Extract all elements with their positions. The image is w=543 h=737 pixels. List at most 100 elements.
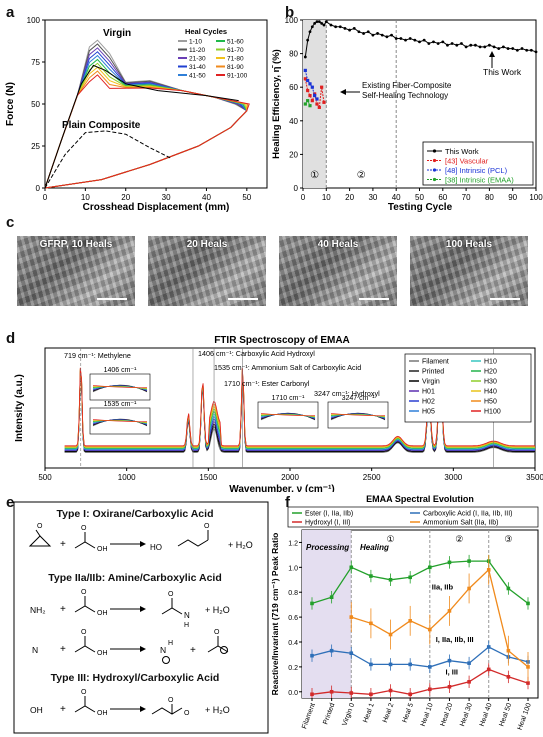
legend-label-3: [38] Intrinsic (EMAA) bbox=[445, 176, 514, 185]
evolution-point bbox=[349, 691, 354, 695]
point-this-work bbox=[315, 20, 319, 24]
evolution-point bbox=[506, 675, 511, 679]
xtick-label-f: Heal 10 bbox=[420, 702, 435, 727]
oh-group-3: OH bbox=[97, 650, 108, 657]
legend-label-H100: H100 bbox=[484, 409, 501, 416]
ytick-label-b: 100 bbox=[285, 16, 299, 25]
sem-caption-40: 40 Heals bbox=[317, 239, 359, 250]
legend-label-41-50: 41-50 bbox=[189, 73, 206, 80]
product-1-chain bbox=[177, 539, 209, 547]
ftir-annotation-2: 1535 cm⁻¹: Ammonium Salt of Carboxylic A… bbox=[214, 363, 361, 372]
legend-marker-3 bbox=[432, 177, 437, 182]
healing-efficiency-chart: 0 20 40 60 80 100 0 10 20 30 40 50 60 70 80 90 100 Heal… bbox=[271, 16, 543, 212]
ftir-annotation-0: 719 cm⁻¹: Methylene bbox=[64, 351, 131, 360]
legend-label-2: [48] Intrinsic (PCL) bbox=[445, 166, 508, 175]
efficiency-legend: This Work[43] Vascular[48] Intrinsic (PC… bbox=[427, 147, 514, 185]
legend-label-H30: H30 bbox=[484, 379, 497, 386]
point-this-work bbox=[478, 45, 482, 49]
ftir-spectra-chart: FTIR Spectroscopy of EMAA 1406 cm⁻¹ 1535 … bbox=[14, 335, 543, 492]
h-atom-1: H bbox=[184, 622, 189, 629]
reaction-type-1-title: Type I: Oxirane/Carboxylic Acid bbox=[56, 508, 214, 520]
o-atom-4: O bbox=[81, 589, 87, 596]
annotation-this-work: This Work bbox=[483, 67, 522, 77]
point-this-work bbox=[317, 20, 321, 24]
evolution-point bbox=[506, 586, 511, 591]
evolution-point bbox=[428, 565, 432, 570]
xtick-label-f: Heal 1 bbox=[362, 702, 376, 724]
spectrum-H100 bbox=[64, 367, 535, 447]
ftir-annotation-4: 3247 cm⁻¹: Hydroxyl bbox=[314, 389, 380, 398]
plus-2: + bbox=[60, 604, 66, 615]
point-this-work bbox=[422, 38, 426, 42]
plus-4: + bbox=[190, 645, 196, 656]
xtick-label-a: 20 bbox=[121, 193, 130, 202]
o-atom-1: O bbox=[37, 523, 43, 530]
o-atom-3: O bbox=[204, 523, 210, 530]
point-series-1 bbox=[317, 105, 321, 109]
legend-label-H40: H40 bbox=[484, 389, 497, 396]
negative-charge bbox=[220, 646, 228, 654]
xtick-label-a: 40 bbox=[202, 193, 211, 202]
legend-label-71-80: 71-80 bbox=[227, 56, 244, 63]
xtick-label-b: 10 bbox=[322, 193, 331, 202]
evolution-point bbox=[467, 661, 471, 665]
evolution-point bbox=[526, 601, 530, 606]
xtick-label-a: 50 bbox=[242, 193, 251, 202]
efficiency-legend-box bbox=[422, 141, 534, 186]
evolution-point bbox=[388, 632, 393, 637]
point-this-work bbox=[488, 43, 491, 47]
xtick-label-b: 60 bbox=[438, 193, 447, 202]
legend-label-Virgin: Virgin bbox=[422, 379, 440, 386]
xtick-label-d: 3000 bbox=[444, 473, 462, 482]
point-this-work bbox=[408, 37, 412, 40]
evolution-point bbox=[388, 662, 393, 667]
point-this-work bbox=[338, 25, 342, 29]
reaction-type-1 bbox=[28, 529, 209, 549]
xtick-label-b: 0 bbox=[301, 193, 306, 202]
point-this-work bbox=[529, 48, 533, 52]
evolution-point bbox=[408, 575, 412, 580]
ytick-label-b: 20 bbox=[289, 150, 298, 159]
evolution-point bbox=[329, 595, 334, 599]
point-this-work bbox=[418, 40, 421, 44]
evolution-point bbox=[428, 627, 432, 632]
point-series-1 bbox=[320, 85, 324, 89]
point-series-3 bbox=[306, 99, 310, 103]
point-this-work bbox=[324, 20, 328, 24]
axis-label-wavenumber: Wavenumber, ν (cm⁻¹) bbox=[229, 484, 335, 492]
spectral-evolution-chart: EMAA Spectral Evolution Ester (I, IIa, I… bbox=[270, 494, 539, 731]
ftir-annotations: 719 cm⁻¹: Methylene 1406 cm⁻¹: Carboxylic… bbox=[64, 349, 380, 398]
point-series-2 bbox=[310, 85, 314, 89]
axis-label-peak-ratio: Reactive/Invariant (719 cm⁻¹) Peak Ratio bbox=[270, 533, 280, 696]
evolution-point bbox=[349, 651, 354, 655]
legend-label-Printed: Printed bbox=[422, 369, 444, 376]
plot-frame-a bbox=[44, 19, 268, 189]
xtick-label-b: 40 bbox=[392, 193, 401, 202]
spectrum-H40 bbox=[64, 368, 535, 448]
arrowhead-this-work bbox=[489, 51, 495, 57]
legend-label-f-0: Ester (I, IIa, IIb) bbox=[305, 511, 353, 518]
xtick-label-b: 20 bbox=[345, 193, 354, 202]
point-this-work bbox=[432, 40, 435, 44]
curve-label-2: I, III bbox=[446, 667, 459, 676]
curve-label-0: IIa, IIb bbox=[432, 583, 454, 592]
legend-label-f-3: Ammonium Salt (IIa, IIb) bbox=[423, 520, 498, 527]
axis-label-testing-cycle: Testing Cycle bbox=[388, 202, 453, 212]
evolution-point bbox=[486, 667, 491, 672]
xtick-label-f: Heal 40 bbox=[479, 702, 494, 727]
plus-3: + bbox=[60, 644, 66, 655]
evolution-point bbox=[369, 692, 373, 697]
acid-chain-3 bbox=[74, 645, 96, 653]
xtick-label-f: Virgin 0 bbox=[341, 702, 356, 727]
oh-group-2: OH bbox=[97, 610, 108, 617]
point-series-1 bbox=[303, 77, 307, 81]
region-marker-1: ① bbox=[310, 170, 319, 181]
evolution-line-2 bbox=[311, 668, 529, 695]
inset-label-3: 3247 cm⁻¹ bbox=[342, 395, 376, 402]
ytick-label-a: 75 bbox=[31, 58, 40, 67]
n-atom-3: N bbox=[160, 645, 166, 655]
scale-bar bbox=[490, 298, 520, 300]
xtick-label-f: Heal 30 bbox=[459, 702, 474, 727]
point-this-work bbox=[348, 28, 351, 32]
